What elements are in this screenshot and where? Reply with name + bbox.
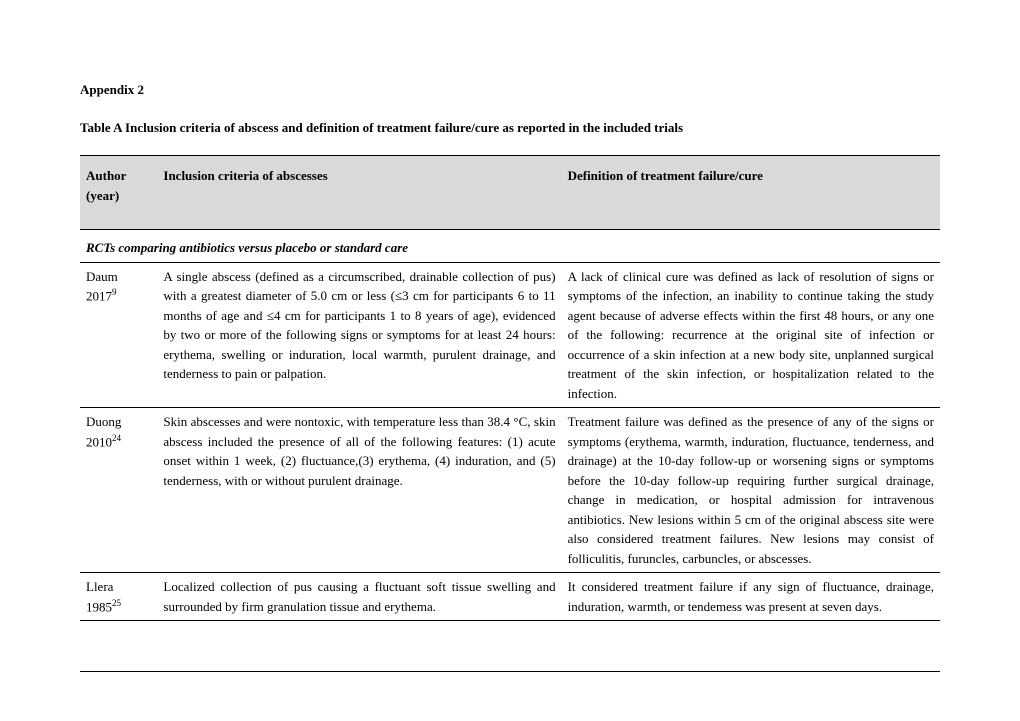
section-row: RCTs comparing antibiotics versus placeb…: [80, 230, 940, 263]
col-header-inclusion: Inclusion criteria of abscesses: [157, 156, 561, 230]
table-header-row: Author (year) Inclusion criteria of absc…: [80, 156, 940, 230]
table-row: Duong 201024 Skin abscesses and were non…: [80, 408, 940, 573]
table-caption: Table A Inclusion criteria of abscess an…: [80, 118, 940, 138]
cell-author: Duong 201024: [80, 408, 157, 573]
cell-definition: Treatment failure was defined as the pre…: [562, 408, 940, 573]
cell-inclusion: Localized collection of pus causing a fl…: [157, 573, 561, 621]
criteria-table: Author (year) Inclusion criteria of absc…: [80, 155, 940, 621]
footer-rule: [80, 671, 940, 672]
cell-author: Daum 20179: [80, 262, 157, 408]
section-label: RCTs comparing antibiotics versus placeb…: [80, 230, 940, 263]
cell-inclusion: A single abscess (defined as a circumscr…: [157, 262, 561, 408]
col-header-author: Author (year): [80, 156, 157, 230]
cell-definition: A lack of clinical cure was defined as l…: [562, 262, 940, 408]
cell-author: Llera 198525: [80, 573, 157, 621]
cell-inclusion: Skin abscesses and were nontoxic, with t…: [157, 408, 561, 573]
appendix-label: Appendix 2: [80, 80, 940, 100]
col-header-definition: Definition of treatment failure/cure: [562, 156, 940, 230]
table-row: Llera 198525 Localized collection of pus…: [80, 573, 940, 621]
table-row: Daum 20179 A single abscess (defined as …: [80, 262, 940, 408]
cell-definition: It considered treatment failure if any s…: [562, 573, 940, 621]
